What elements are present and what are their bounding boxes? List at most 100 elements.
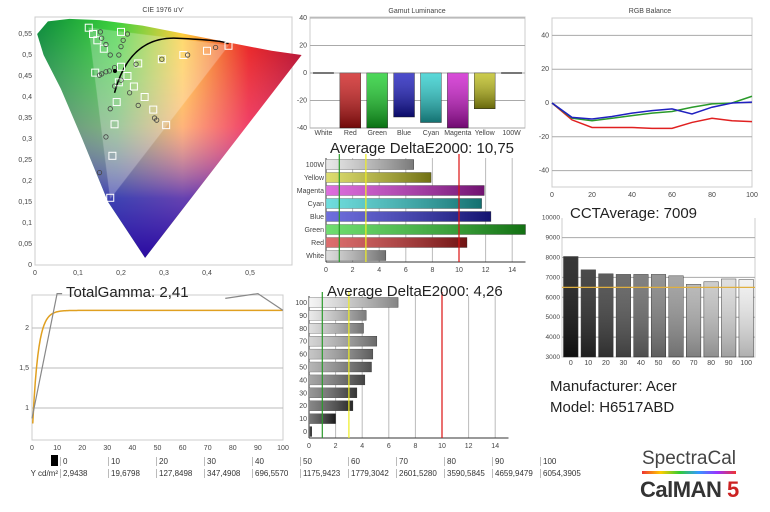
level-header: 50 (300, 456, 348, 466)
category-label: 70 (299, 339, 307, 346)
target-point (112, 98, 121, 107)
gamut-bar-shade (393, 73, 415, 117)
measured-point (120, 37, 126, 43)
x-tick-label: 100 (746, 192, 758, 199)
category-label: 70 (690, 360, 698, 367)
version-text: 5 (726, 477, 739, 502)
y-tick-label: 20 (541, 66, 549, 73)
category-label: 100 (740, 360, 752, 367)
x-tick-label: 0,3 (159, 270, 169, 277)
y-tick-label: 0,05 (18, 241, 32, 248)
table-header-row: 0 10 20 30 40 50 60 70 80 90 100 (20, 454, 588, 467)
level-header: 90 (492, 456, 540, 466)
cct-bar-shade (738, 279, 754, 357)
gamma-title: TotalGamma: 2,41 (66, 284, 189, 301)
x-tick-label: 0,5 (245, 270, 255, 277)
measured-point (103, 41, 109, 48)
target-point (179, 51, 188, 59)
cie-title: CIE 1976 u'v' (142, 7, 183, 14)
y-tick-label: 0 (303, 70, 307, 77)
cct-title: CCTAverage: 7009 (570, 205, 698, 222)
category-label: 0 (303, 429, 307, 436)
measured-point (159, 56, 165, 62)
cie-locus-shade (37, 18, 302, 258)
y-tick-label: 0,2 (22, 178, 32, 185)
x-tick-label: 14 (491, 443, 499, 450)
color-de-bar-shade (326, 211, 491, 222)
rgb-title: RGB Balance (629, 8, 672, 15)
y-tick-label: -40 (539, 168, 549, 175)
color-de-bar-shade (326, 172, 432, 183)
y-tick-label: 3000 (546, 354, 561, 361)
category-label: Green (367, 130, 387, 137)
gamma-leader-line (31, 293, 63, 419)
color-de-bar-shade (326, 224, 526, 235)
color-de-bar-shade (326, 185, 485, 196)
gray-de-bar-shade (309, 336, 377, 347)
x-tick-label: 0 (550, 192, 554, 199)
white-point (112, 68, 117, 73)
x-tick-label: 0,2 (116, 270, 126, 277)
target-point (162, 121, 171, 130)
category-label: 0 (569, 360, 573, 367)
y-tick-label: 4000 (546, 334, 561, 341)
color-deltae-title: Average DeltaE2000: 10,75 (330, 140, 515, 157)
row-label: Y cd/m² (30, 468, 58, 478)
category-label: Blue (310, 214, 324, 221)
x-tick-label: 80 (708, 192, 716, 199)
gray-de-bar-shade (309, 362, 372, 372)
target-point (84, 23, 93, 32)
x-tick-label: 0,1 (73, 270, 83, 277)
y-tick-label: 7000 (546, 274, 561, 281)
x-tick-label: 60 (668, 192, 676, 199)
target-point (129, 82, 138, 91)
category-label: 80 (707, 360, 715, 367)
calman-logo: CalMAN 5 (640, 477, 739, 503)
gray-de-bar-shade (309, 426, 312, 437)
category-label: 60 (299, 352, 307, 359)
y-tick-label: 8000 (546, 255, 561, 262)
target-point (108, 151, 117, 160)
category-label: Magenta (444, 130, 471, 137)
target-point (117, 62, 125, 71)
measured-point (97, 29, 103, 35)
x-tick-label: 60 (179, 445, 187, 452)
luminance-value: 3590,5845 (444, 468, 492, 478)
cct-bar-shade (686, 284, 701, 357)
category-label: 20 (602, 360, 610, 367)
y-tick-label: 9000 (546, 235, 561, 242)
level-header: 10 (108, 456, 156, 466)
y-tick-label: 0,25 (18, 157, 32, 164)
measured-point (213, 44, 219, 51)
level-header: 70 (396, 456, 444, 466)
luminance-value: 1175,9423 (300, 468, 348, 478)
cct-bar-shade (563, 256, 579, 357)
x-tick-label: 6 (387, 443, 391, 450)
category-label: 40 (637, 360, 645, 367)
x-tick-label: 10 (455, 267, 463, 274)
measured-point (107, 106, 113, 112)
x-tick-label: 0 (324, 267, 328, 274)
level-header: 30 (204, 456, 252, 466)
y-tick-label: 40 (541, 32, 549, 39)
y-tick-label: 10000 (542, 215, 560, 222)
rgb-series-red (551, 102, 753, 130)
measured-point (118, 77, 124, 83)
luminance-value: 6054,3905 (540, 468, 588, 478)
y-tick-label: -40 (297, 125, 307, 132)
y-tick-label: 6000 (546, 294, 561, 301)
measured-point (99, 35, 105, 41)
y-tick-label: 20 (299, 43, 307, 50)
measured-point (185, 52, 191, 58)
measured-point (154, 117, 160, 123)
category-label: 50 (655, 360, 663, 367)
measured-point (133, 61, 139, 67)
level-header: 100 (540, 456, 588, 466)
y-tick-label: -20 (297, 98, 307, 105)
category-label: Red (311, 240, 324, 247)
cct-bar-shade (633, 274, 649, 357)
luminance-table: 0 10 20 30 40 50 60 70 80 90 100 Y cd/m² 2,9438 19,… (20, 454, 588, 479)
category-label: White (314, 130, 332, 137)
category-label: Red (344, 130, 357, 137)
y-tick-label: 0 (545, 100, 549, 107)
